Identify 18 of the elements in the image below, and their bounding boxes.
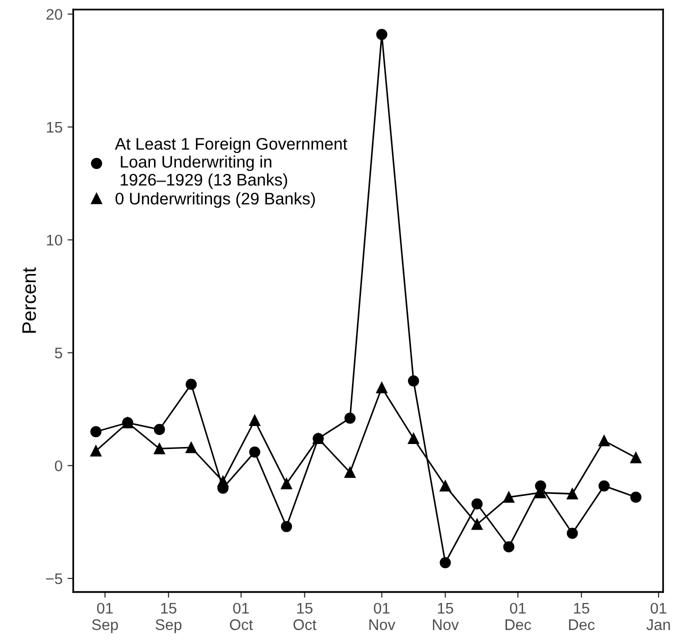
x-tick-label: 01 Oct (230, 602, 253, 630)
x-tick-label: 01 Jan (646, 602, 670, 630)
x-tick-label: 01 Nov (369, 602, 396, 630)
y-tick-label: −5 (46, 573, 62, 584)
y-tick-label: 20 (46, 8, 62, 20)
y-tick-label: 5 (54, 348, 62, 358)
x-tick-label: 01 Sep (92, 602, 118, 634)
x-tick-label: 15 Oct (293, 602, 316, 630)
x-tick-label: 15 Sep (156, 602, 182, 634)
legend-label: At Least 1 Foreign Government Loan Underwriting in 1926–1929 (13 Banks) (114, 138, 348, 189)
x-tick-label: 15 Nov (432, 602, 459, 630)
x-tick-label: 15 Dec (569, 602, 595, 630)
y-axis-title: Percent (22, 267, 36, 333)
legend-label: 0 Underwritings (29 Banks) (116, 192, 315, 208)
y-tick-label: 0 (54, 460, 62, 472)
y-tick-label: 10 (46, 234, 62, 246)
y-tick-label: 15 (46, 122, 62, 133)
x-tick-label: 01 Dec (506, 602, 532, 630)
